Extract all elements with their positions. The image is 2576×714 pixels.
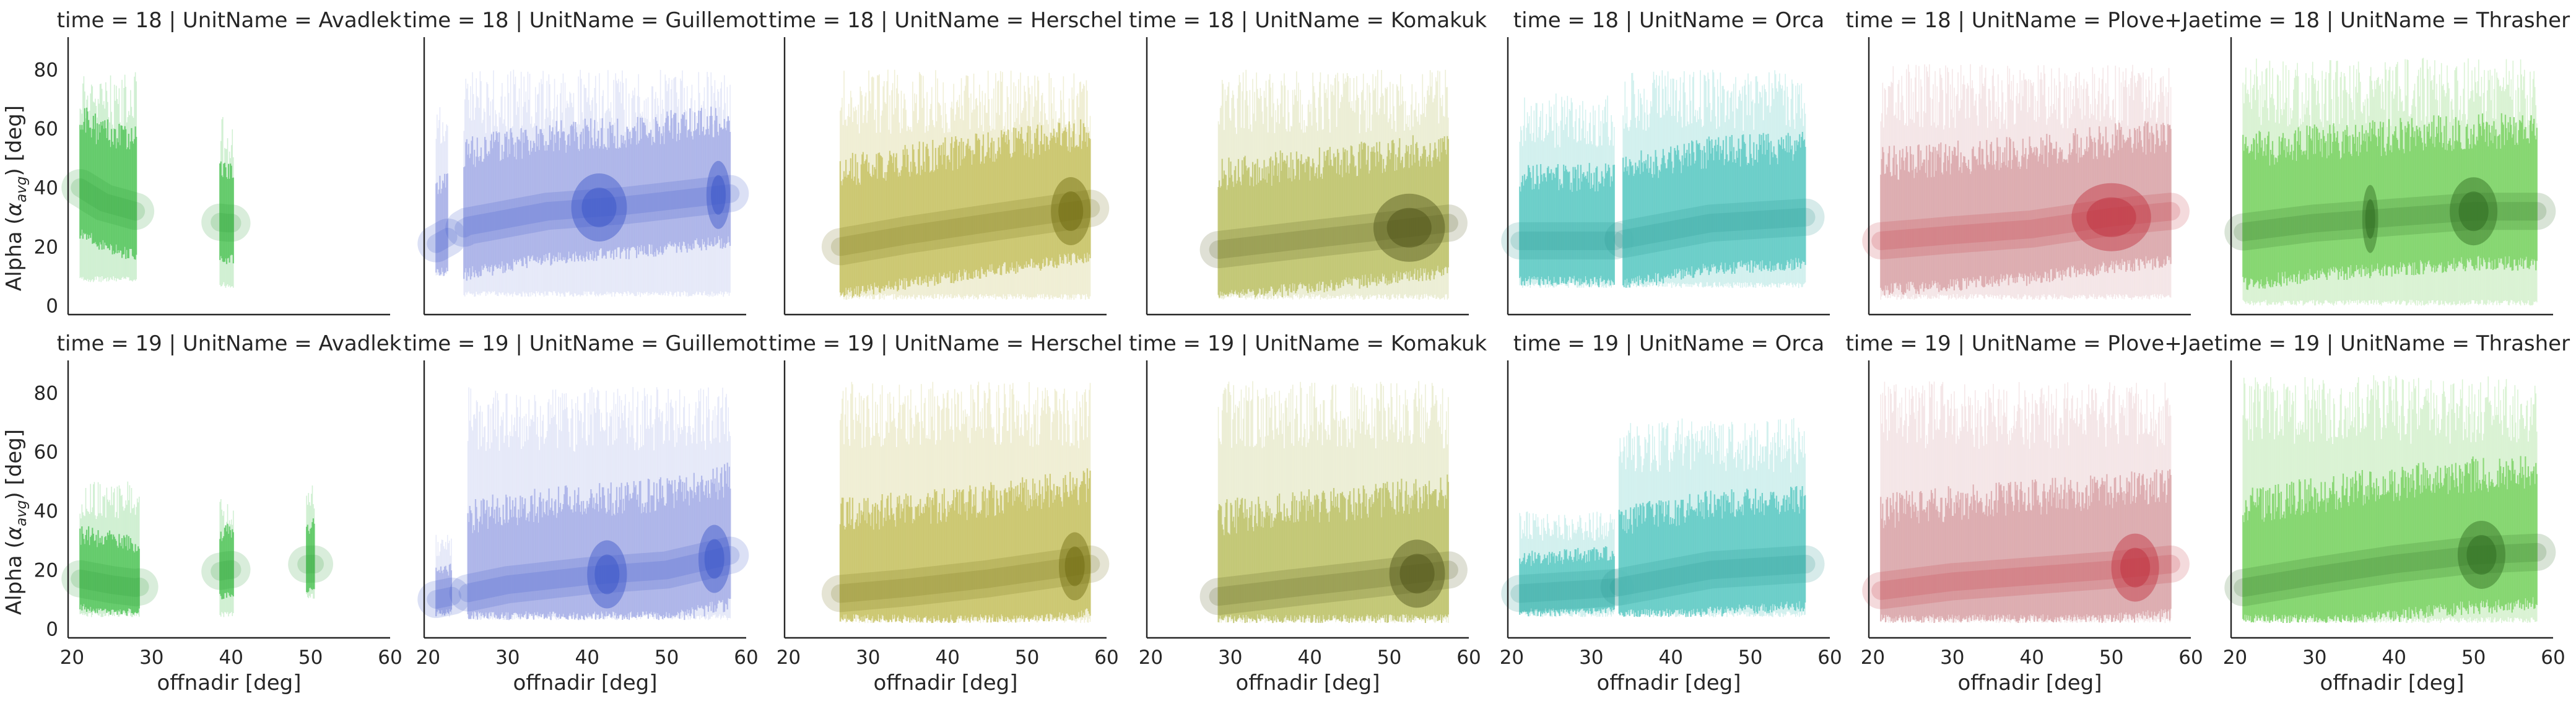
y-tick-label: 60: [34, 442, 58, 464]
density-core: [71, 178, 146, 221]
x-tick-label: 40: [575, 647, 599, 669]
facet-panel-orca-18: time = 18 | UnitName = Orca: [1501, 8, 1830, 316]
density-core: [821, 189, 1110, 266]
density-core: [61, 169, 155, 230]
density-hotspot: [2458, 191, 2489, 232]
scatter-band: [288, 485, 333, 599]
density-core: [417, 577, 471, 618]
x-axis-label: offnadir [deg]: [513, 671, 657, 695]
density-core: [201, 551, 251, 590]
density-hotspot: [704, 539, 724, 579]
facet-title: time = 19 | UnitName = Avadlek: [57, 331, 402, 356]
facet-title: time = 19 | UnitName = Komakuk: [1129, 331, 1487, 356]
x-tick-label: 20: [416, 647, 440, 669]
scatter-band: [1199, 69, 1468, 300]
x-tick-label: 60: [378, 647, 402, 669]
y-tick-label: 80: [34, 382, 58, 404]
density-hotspot: [581, 187, 617, 227]
facet-panel-guillemot-18: time = 18 | UnitName = Guillemot: [403, 8, 767, 316]
density-core: [427, 586, 461, 609]
x-tick-label: 50: [1015, 647, 1039, 669]
density-core: [830, 554, 1100, 603]
density-core: [427, 227, 458, 253]
x-tick-label: 60: [1094, 647, 1118, 669]
y-tick-label: 20: [34, 236, 58, 258]
facet-panel-avadlek-18: time = 18 | UnitName = Avadlek 0 20 40 60 80: [34, 8, 402, 318]
facet-title: time = 18 | UnitName = Avadlek: [57, 8, 402, 33]
x-tick-label: 60: [734, 647, 758, 669]
facet-panel-plove-jae-18: time = 18 | UnitName = Plove+Jae: [1846, 8, 2214, 316]
facet-panel-thrasher-18: time = 18 | UnitName = Thrasher: [2214, 8, 2570, 316]
facet-panel-komakuk-18: time = 18 | UnitName = Komakuk: [1129, 8, 1487, 316]
facet-panel-guillemot-19: time = 19 | UnitName = Guillemot 20 30 40 50…: [403, 331, 767, 695]
facet-grid: time = 18 | UnitName = Avadlek020406080t…: [34, 8, 2570, 695]
y-tick-label: 40: [34, 177, 58, 199]
density-core: [821, 545, 1110, 612]
x-tick-label: 50: [298, 647, 323, 669]
x-tick-label: 20: [777, 647, 801, 669]
scatter-band: [417, 107, 467, 276]
density-hotspot: [711, 175, 726, 215]
y-tick-label: 0: [46, 295, 58, 318]
scatter-band: [821, 69, 1110, 300]
x-tick-label: 40: [219, 647, 243, 669]
density-hotspot: [1386, 207, 1432, 248]
density-hotspot: [1058, 191, 1084, 232]
x-tick-label: 40: [935, 647, 959, 669]
facet-panel-avadlek-19: time = 19 | UnitName = Avadlek0204060802…: [34, 331, 402, 695]
facet-title: time = 18 | UnitName = Herschel: [768, 8, 1123, 33]
density-core: [211, 212, 242, 233]
density-core: [201, 203, 251, 242]
scatter-band: [449, 386, 749, 620]
facet-panel-herschel-18: time = 18 | UnitName = Herschel: [768, 8, 1123, 316]
scatter-band: [201, 117, 251, 288]
facet-title: time = 19 | UnitName = Herschel: [768, 331, 1123, 356]
density-hotspot: [1064, 546, 1085, 586]
scatter-band: [821, 381, 1110, 624]
scatter-band: [201, 499, 251, 617]
facet-title: time = 18 | UnitName = Orca: [1513, 8, 1824, 33]
density-core: [61, 560, 159, 607]
x-tick-label: 50: [655, 647, 679, 669]
scatter-band: [61, 481, 159, 617]
density-core: [1614, 207, 1816, 249]
y-tick-label: 40: [34, 500, 58, 523]
x-axis-label: offnadir [deg]: [157, 671, 301, 695]
x-tick-label: 30: [139, 647, 163, 669]
facet-title: time = 18 | UnitName = Plove+Jae: [1846, 8, 2214, 33]
density-core: [1604, 198, 1825, 258]
density-core: [830, 199, 1100, 256]
scatter-band: [1604, 69, 1825, 289]
facet-title: time = 18 | UnitName = Thrasher: [2214, 8, 2570, 33]
scatter-band: [1501, 94, 1634, 288]
x-axis-label: offnadir [deg]: [873, 671, 1017, 695]
y-tick-label: 80: [34, 59, 58, 81]
x-tick-label: 30: [856, 647, 880, 669]
scatter-band: [417, 534, 471, 618]
y-tick-label: 20: [34, 559, 58, 581]
density-core: [211, 560, 242, 581]
density-hotspot: [2086, 197, 2136, 237]
facet-panel-herschel-19: time = 19 | UnitName = Herschel 20 30 40 50 6…: [768, 331, 1123, 695]
facet-title: time = 19 | UnitName = Guillemot: [403, 331, 767, 356]
facet-title: time = 18 | UnitName = Komakuk: [1129, 8, 1487, 33]
x-tick-label: 30: [495, 647, 520, 669]
scatter-band: [2224, 58, 2556, 306]
scatter-band: [61, 72, 155, 282]
density-core: [417, 218, 467, 263]
scatter-band: [1862, 64, 2190, 300]
density-hotspot: [2365, 199, 2375, 239]
density-core: [71, 569, 149, 598]
y-tick-label: 0: [46, 619, 58, 641]
facet-title: time = 18 | UnitName = Guillemot: [403, 8, 767, 33]
density-hotspot: [594, 554, 620, 594]
y-tick-label: 60: [34, 118, 58, 141]
x-tick-label: 20: [60, 647, 84, 669]
